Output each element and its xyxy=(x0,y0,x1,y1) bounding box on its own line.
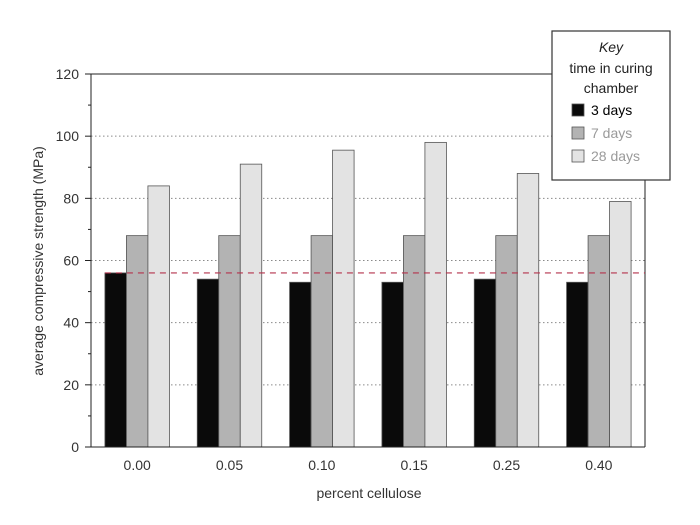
bar xyxy=(609,201,632,448)
legend-label: 28 days xyxy=(591,148,640,164)
x-tick-label: 0.05 xyxy=(216,457,243,473)
bar xyxy=(381,281,404,448)
legend: Key time in curing chamber 3 days 7 days 2… xyxy=(551,30,671,181)
x-tick-label: 0.15 xyxy=(401,457,428,473)
x-axis-title: percent cellulose xyxy=(316,485,421,501)
y-tick-label: 100 xyxy=(56,128,80,144)
bar xyxy=(587,235,610,448)
y-tick-label: 20 xyxy=(63,377,79,393)
bar xyxy=(403,235,426,448)
bar xyxy=(310,235,333,448)
legend-subtitle-line1: time in curing xyxy=(569,60,652,76)
legend-items: 3 days 7 days 28 days xyxy=(571,102,640,164)
legend-title: Key xyxy=(599,39,624,55)
y-tick-labels: 0 20 40 60 80 100 120 xyxy=(56,66,80,455)
bar xyxy=(104,272,127,448)
x-tick-label: 0.40 xyxy=(585,457,612,473)
bar xyxy=(424,141,447,448)
x-tick-label: 0.10 xyxy=(308,457,335,473)
bar xyxy=(289,281,312,448)
bar xyxy=(126,235,149,448)
bar xyxy=(332,149,355,448)
legend-swatch xyxy=(571,126,585,140)
y-tick-label: 120 xyxy=(56,66,80,82)
y-tick-label: 80 xyxy=(63,190,79,206)
x-tick-label: 0.25 xyxy=(493,457,520,473)
grid-lines xyxy=(91,135,645,386)
x-tick-label: 0.00 xyxy=(124,457,151,473)
bar xyxy=(218,235,241,448)
bar xyxy=(516,173,540,448)
y-axis-title: average compressive strength (MPa) xyxy=(30,146,46,376)
bar xyxy=(239,163,263,448)
bar xyxy=(566,281,589,448)
bar xyxy=(495,235,518,448)
bars xyxy=(104,141,632,448)
y-tick-label: 40 xyxy=(63,315,79,331)
x-tick-labels: 0.00 0.05 0.10 0.15 0.25 0.40 xyxy=(124,457,613,473)
bar xyxy=(196,278,220,448)
legend-swatch xyxy=(571,103,585,117)
bar xyxy=(147,185,170,448)
legend-label: 7 days xyxy=(591,125,632,141)
y-tick-label: 60 xyxy=(63,253,79,269)
legend-label: 3 days xyxy=(591,102,632,118)
bar xyxy=(473,278,497,448)
legend-subtitle-line2: chamber xyxy=(584,80,639,96)
legend-swatch xyxy=(571,149,585,163)
y-tick-label: 0 xyxy=(71,439,79,455)
